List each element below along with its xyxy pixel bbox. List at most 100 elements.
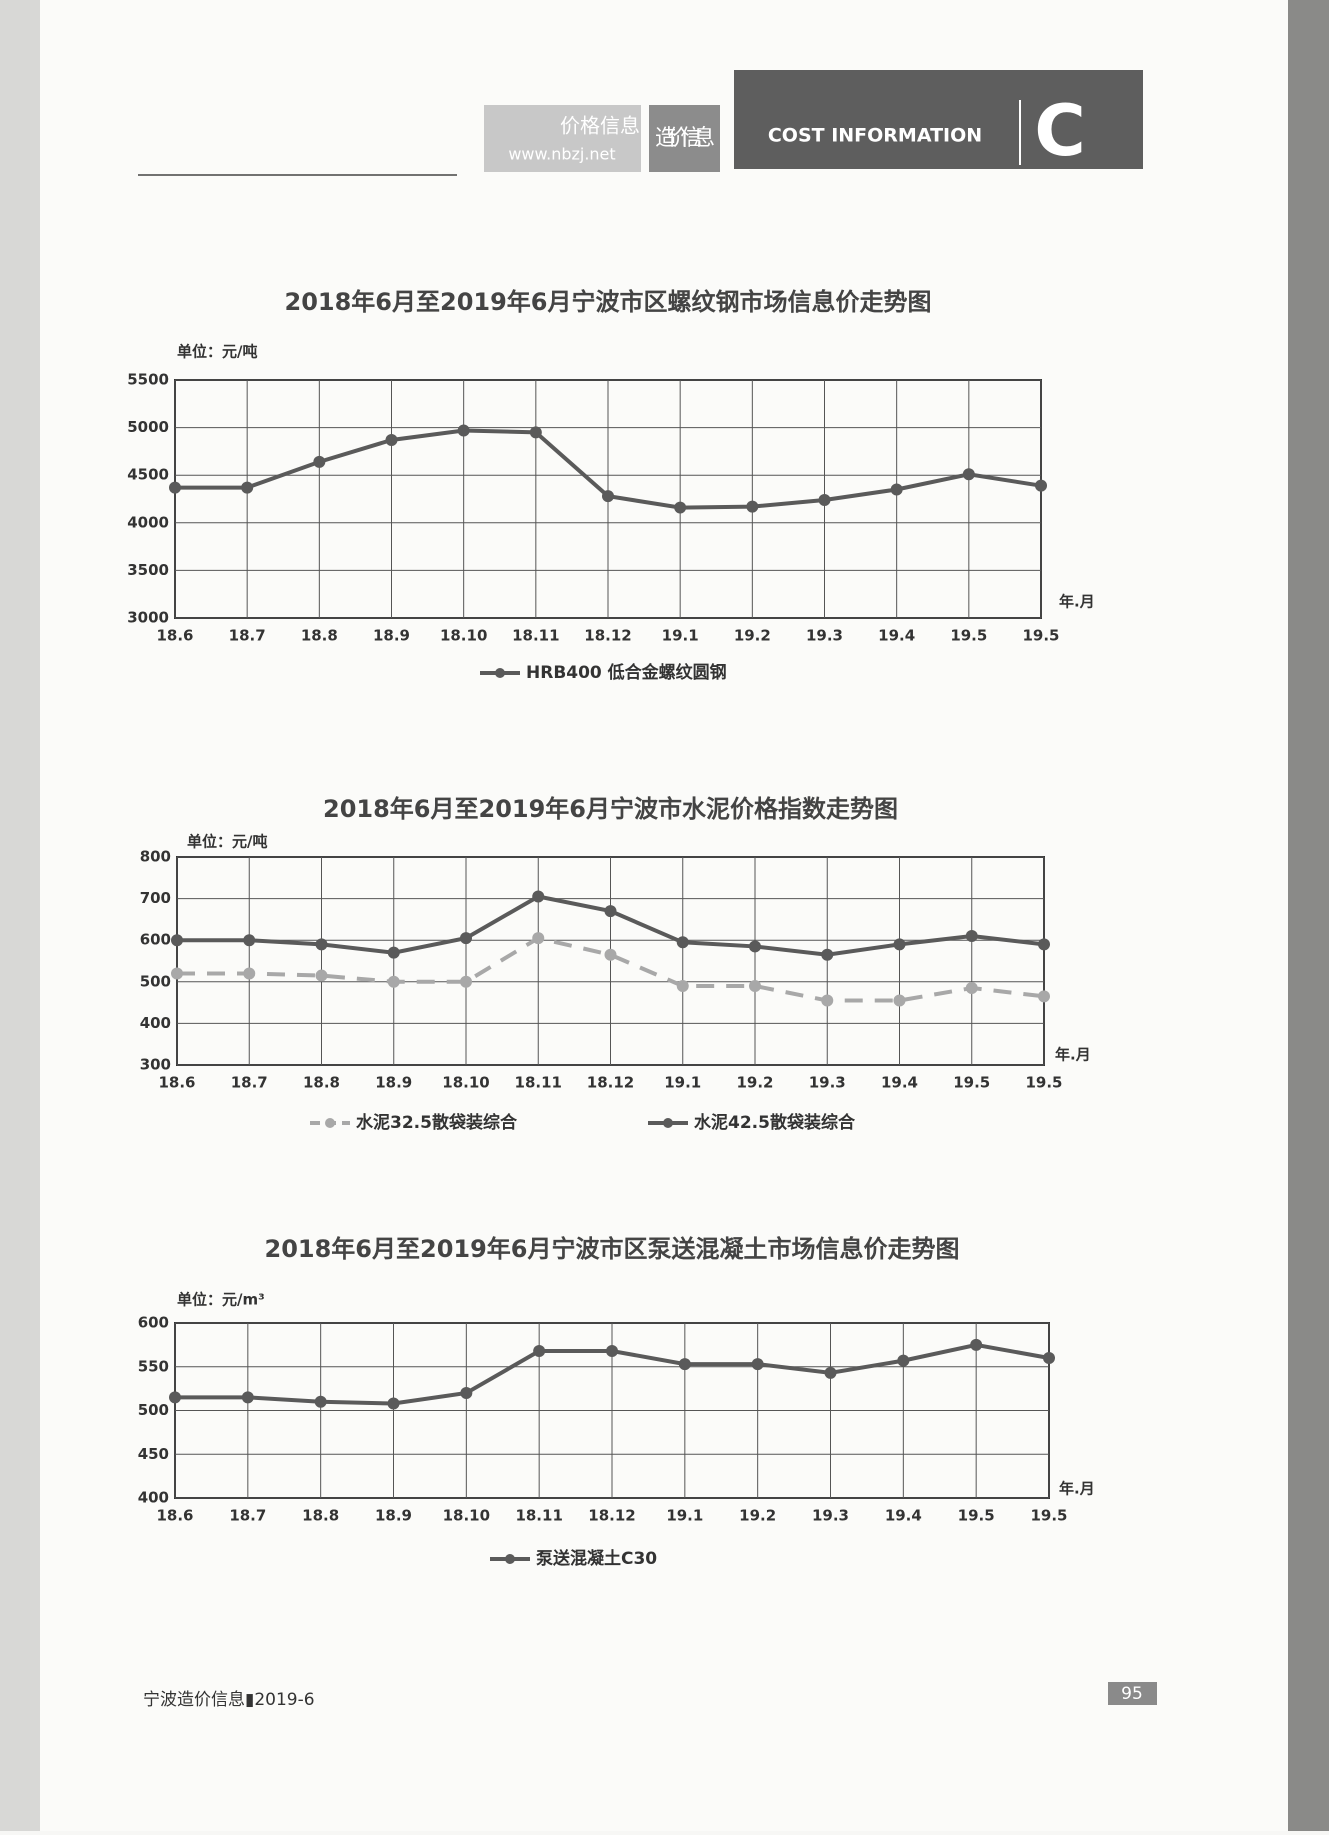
x-tick-label: 19.5 <box>1025 1074 1062 1092</box>
point <box>243 934 256 947</box>
point <box>1038 990 1050 1003</box>
point <box>315 938 328 951</box>
y-tick-label: 300 <box>140 1056 171 1074</box>
y-tick-label: 5500 <box>127 371 169 389</box>
x-axis-label: 年.月 <box>1059 1480 1095 1498</box>
y-tick-label: 600 <box>138 1314 169 1332</box>
chart-title: 2018年6月至2019年6月宁波市水泥价格指数走势图 <box>323 795 898 823</box>
legend-label: 水泥32.5散袋装综合 <box>356 1112 518 1133</box>
x-tick-label: 18.12 <box>584 627 631 645</box>
y-tick-label: 700 <box>140 889 171 907</box>
point <box>1043 1352 1055 1364</box>
x-tick-label: 18.6 <box>156 627 193 645</box>
point <box>602 490 614 503</box>
point <box>241 1391 254 1404</box>
point <box>749 940 761 953</box>
y-tick-label: 450 <box>138 1445 169 1463</box>
x-tick-label: 19.4 <box>885 1507 922 1525</box>
legend-label: 泵送混凝土C30 <box>536 1548 657 1569</box>
x-tick-label: 19.2 <box>734 627 771 645</box>
site-box <box>484 105 641 172</box>
x-tick-label: 18.6 <box>156 1507 193 1525</box>
footer-publication: 宁波造价信息▮2019-6 <box>143 1690 315 1710</box>
legend-marker <box>663 1118 673 1128</box>
x-tick-label: 18.8 <box>301 627 338 645</box>
y-tick-label: 3500 <box>127 561 169 579</box>
site-url: www.nbzj.net <box>508 145 615 164</box>
y-tick-label: 3000 <box>127 609 169 627</box>
point <box>315 969 328 982</box>
y-tick-label: 500 <box>138 1401 169 1419</box>
point <box>1035 479 1047 492</box>
x-tick-label: 18.11 <box>515 1074 562 1092</box>
point <box>604 905 617 918</box>
y-tick-label: 500 <box>140 972 171 990</box>
x-tick-label: 19.2 <box>739 1507 776 1525</box>
x-tick-label: 19.3 <box>812 1507 849 1525</box>
point <box>749 979 761 992</box>
y-tick-label: 400 <box>140 1014 171 1032</box>
point <box>385 433 398 446</box>
x-tick-label: 18.7 <box>231 1074 268 1092</box>
point <box>965 982 978 995</box>
x-tick-label: 18.9 <box>373 627 410 645</box>
x-tick-label: 19.1 <box>662 627 699 645</box>
point <box>824 1366 837 1379</box>
legend-marker <box>495 668 505 678</box>
x-tick-label: 19.5 <box>950 627 987 645</box>
x-tick-label: 19.5 <box>1030 1507 1067 1525</box>
point <box>532 932 545 945</box>
y-tick-label: 4000 <box>127 513 169 531</box>
x-tick-label: 19.5 <box>953 1074 990 1092</box>
point <box>893 994 906 1007</box>
x-tick-label: 18.12 <box>588 1507 635 1525</box>
legend-marker <box>505 1554 515 1564</box>
point <box>970 1338 983 1351</box>
section-box <box>734 70 1143 169</box>
point <box>746 500 759 513</box>
x-tick-label: 19.4 <box>881 1074 918 1092</box>
x-tick-label: 18.10 <box>440 627 487 645</box>
point <box>678 1358 691 1371</box>
y-tick-label: 800 <box>140 848 171 866</box>
x-tick-label: 19.3 <box>809 1074 846 1092</box>
page-number: 95 <box>1121 1684 1143 1704</box>
badge-box <box>649 105 720 172</box>
x-tick-label: 18.10 <box>442 1074 489 1092</box>
point <box>604 948 617 961</box>
point <box>387 1397 400 1410</box>
x-axis-label: 年.月 <box>1055 1046 1091 1064</box>
unit-label: 单位：元/m³ <box>177 1291 265 1309</box>
point <box>387 946 400 959</box>
point <box>606 1345 618 1357</box>
point <box>897 1354 910 1367</box>
point <box>314 1395 327 1408</box>
section-letter: C <box>1034 90 1085 172</box>
site-name: 价格信息 <box>560 114 640 138</box>
x-tick-label: 18.7 <box>229 1507 266 1525</box>
point <box>962 468 975 481</box>
unit-label: 单位：元/吨 <box>187 833 267 851</box>
point <box>1038 938 1050 951</box>
y-tick-label: 400 <box>138 1489 169 1507</box>
y-tick-label: 5000 <box>127 418 169 436</box>
chart-title: 2018年6月至2019年6月宁波市区螺纹钢市场信息价走势图 <box>285 288 932 316</box>
page-number-box <box>1108 1682 1157 1705</box>
point <box>965 930 978 943</box>
point <box>241 481 254 494</box>
x-tick-label: 19.1 <box>664 1074 701 1092</box>
legend-label: HRB400 低合金螺纹圆钢 <box>526 662 727 683</box>
y-tick-label: 4500 <box>127 466 169 484</box>
x-tick-label: 19.3 <box>806 627 843 645</box>
point <box>676 979 689 992</box>
x-tick-label: 19.1 <box>666 1507 703 1525</box>
point <box>457 424 470 437</box>
x-tick-label: 18.6 <box>158 1074 195 1092</box>
x-tick-label: 19.5 <box>958 1507 995 1525</box>
x-tick-label: 18.8 <box>303 1074 340 1092</box>
x-tick-label: 18.8 <box>302 1507 339 1525</box>
point <box>387 975 400 988</box>
point <box>533 1345 546 1357</box>
